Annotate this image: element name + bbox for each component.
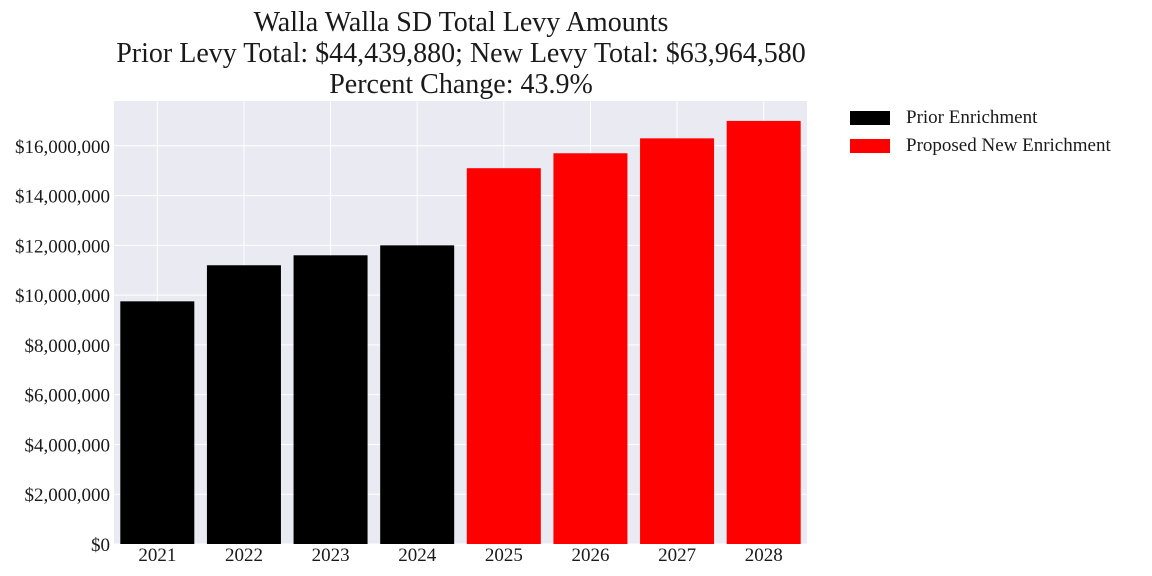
y-tick-label: $14,000,000 [15,187,110,208]
chart-subtitle-totals: Prior Levy Total: $44,439,880; New Levy … [116,38,806,69]
bar-2023 [293,255,368,544]
x-tick-label: 2022 [225,545,263,566]
y-tick-label: $12,000,000 [15,236,110,257]
legend-swatch-new [850,139,890,153]
y-tick-label: $6,000,000 [25,386,111,407]
bar-2021 [120,301,195,544]
legend-item-prior: Prior Enrichment [850,104,1111,132]
bars [120,120,801,545]
x-tick-label: 2027 [658,545,696,566]
bar-2025 [466,168,541,544]
bar-2026 [553,153,628,544]
legend: Prior Enrichment Proposed New Enrichment [850,104,1111,160]
legend-swatch-prior [850,111,890,125]
x-axis-ticks: 2021 2022 2023 2024 2025 2026 2027 2028 [138,545,782,566]
bar-2028 [726,120,801,545]
chart-subtitle-percent: Percent Change: 43.9% [329,69,593,100]
y-tick-label: $0 [91,535,110,556]
x-tick-label: 2021 [138,545,176,566]
chart-title: Walla Walla SD Total Levy Amounts [253,7,669,38]
bar-2027 [640,138,715,544]
y-tick-label: $4,000,000 [25,435,111,456]
x-tick-label: 2024 [398,545,437,566]
x-tick-label: 2023 [312,545,350,566]
y-tick-label: $16,000,000 [15,137,110,158]
bar-2024 [380,245,455,544]
y-axis-ticks: $0 $2,000,000 $4,000,000 $6,000,000 $8,000,0… [15,137,110,556]
x-tick-label: 2028 [745,545,783,566]
legend-item-new: Proposed New Enrichment [850,132,1111,160]
y-tick-label: $8,000,000 [25,336,111,357]
legend-label-new: Proposed New Enrichment [906,135,1111,156]
legend-label-prior: Prior Enrichment [906,107,1038,128]
x-tick-label: 2026 [571,545,609,566]
bar-2022 [206,265,281,544]
x-tick-label: 2025 [485,545,523,566]
y-tick-label: $2,000,000 [25,485,111,506]
y-tick-label: $10,000,000 [15,286,110,307]
